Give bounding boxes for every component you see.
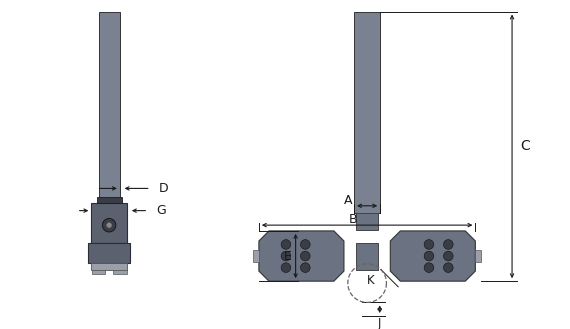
Circle shape <box>443 251 453 261</box>
Circle shape <box>300 240 310 249</box>
Bar <box>99 12 120 203</box>
Circle shape <box>281 240 291 249</box>
Bar <box>356 213 378 230</box>
Circle shape <box>281 251 291 261</box>
Circle shape <box>300 263 310 272</box>
Circle shape <box>424 251 434 261</box>
Bar <box>92 269 105 274</box>
Bar <box>96 197 122 203</box>
Text: K: K <box>367 274 375 287</box>
Bar <box>113 269 127 274</box>
Bar <box>91 263 127 269</box>
Polygon shape <box>259 231 344 281</box>
Text: E: E <box>284 249 292 263</box>
Circle shape <box>443 240 453 249</box>
Text: D: D <box>158 182 168 195</box>
Circle shape <box>103 218 116 232</box>
Bar <box>475 250 481 262</box>
Text: J: J <box>378 317 381 329</box>
Circle shape <box>424 263 434 272</box>
Bar <box>88 243 130 263</box>
Circle shape <box>281 263 291 272</box>
Text: C: C <box>521 139 531 153</box>
Circle shape <box>443 263 453 272</box>
Bar <box>253 250 259 262</box>
Text: A: A <box>344 194 352 208</box>
Bar <box>356 242 378 269</box>
Bar <box>91 203 127 243</box>
Text: G: G <box>156 204 166 217</box>
Circle shape <box>424 240 434 249</box>
Bar <box>354 12 380 213</box>
Text: B: B <box>348 213 357 226</box>
Polygon shape <box>390 231 475 281</box>
Circle shape <box>300 251 310 261</box>
Circle shape <box>107 223 112 228</box>
